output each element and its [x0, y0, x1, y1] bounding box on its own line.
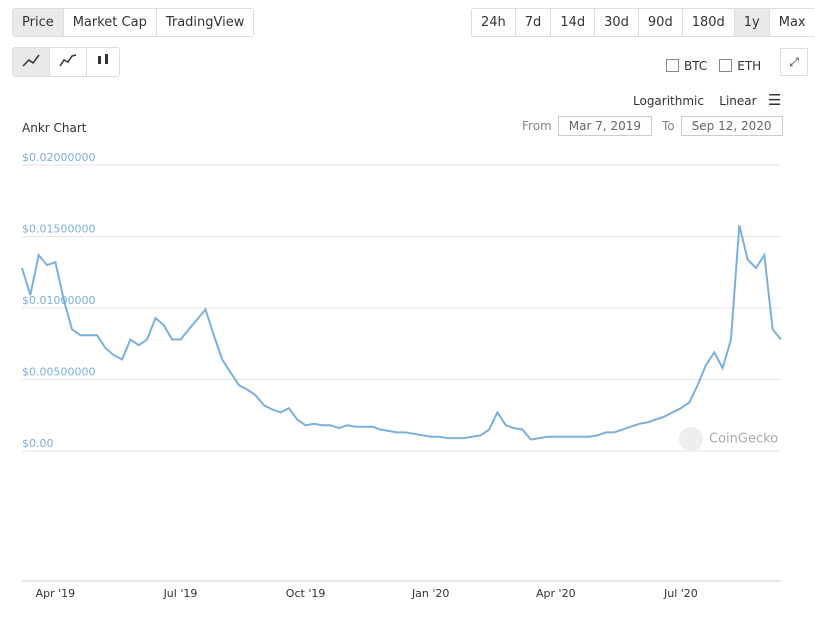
to-label: To — [662, 119, 675, 133]
range-button[interactable]: 30d — [594, 9, 638, 36]
candle-icon[interactable] — [86, 48, 119, 76]
x-tick-label: Apr '20 — [536, 587, 576, 600]
y-tick-label: $0.01500000 — [22, 223, 95, 236]
chart-style-group — [12, 47, 120, 77]
range-group: 24h 7d 14d 30d 90d 180d 1y Max — [471, 8, 815, 37]
compare-group: BTC ETH — [666, 59, 761, 73]
watermark-logo — [679, 427, 703, 451]
price-line — [21, 224, 782, 441]
y-tick-label: $0.00 — [22, 437, 54, 450]
y-tick-label: $0.00500000 — [22, 366, 95, 379]
y-tick-label: $0.02000000 — [22, 151, 95, 164]
checkbox[interactable] — [719, 59, 733, 72]
watermark: CoinGecko — [709, 432, 778, 447]
range-button[interactable]: 14d — [550, 9, 595, 36]
range-button[interactable]: 1y — [733, 9, 769, 36]
scale-option[interactable]: Logarithmic — [633, 94, 704, 108]
range-button[interactable]: 24h — [472, 9, 515, 36]
tab-group: Price Market Cap TradingView — [12, 8, 255, 37]
menu-icon[interactable]: ☰ — [768, 91, 782, 109]
icon — [22, 54, 40, 67]
compare-label: BTC — [684, 59, 708, 73]
line-icon[interactable] — [13, 48, 49, 76]
tab[interactable]: TradingView — [155, 9, 254, 36]
range-button[interactable]: 7d — [514, 9, 551, 36]
icon — [98, 54, 108, 64]
tab[interactable]: Market Cap — [62, 9, 156, 36]
scale-option[interactable]: Linear — [719, 94, 757, 108]
tab[interactable]: Price — [13, 9, 63, 36]
x-tick-label: Jul '19 — [163, 587, 198, 600]
compare-option[interactable]: BTC — [666, 59, 707, 73]
x-tick-label: Oct '19 — [286, 587, 326, 600]
compare-label: ETH — [737, 59, 762, 73]
range-button[interactable]: Max — [768, 9, 815, 36]
to-input[interactable]: Sep 12, 2020 — [680, 116, 783, 136]
fullscreen-button[interactable]: ⤢ — [780, 48, 808, 76]
chart-title: Ankr Chart — [22, 121, 87, 135]
icon — [59, 54, 77, 67]
x-tick-label: Jan '20 — [411, 587, 449, 600]
range-button[interactable]: 90d — [637, 9, 682, 36]
x-tick-label: Jul '20 — [663, 587, 698, 600]
checkbox[interactable] — [666, 59, 679, 72]
smooth-icon[interactable] — [49, 48, 86, 76]
date-range: From Mar 7, 2019 To Sep 12, 2020 — [522, 116, 783, 136]
y-tick-label: $0.01000000 — [22, 294, 95, 307]
x-tick-label: Apr '19 — [36, 587, 76, 600]
from-input[interactable]: Mar 7, 2019 — [557, 116, 652, 136]
from-label: From — [522, 119, 552, 133]
compare-option[interactable]: ETH — [719, 59, 761, 73]
scale-group: Logarithmic Linear ☰ — [633, 91, 781, 109]
range-button[interactable]: 180d — [681, 9, 734, 36]
